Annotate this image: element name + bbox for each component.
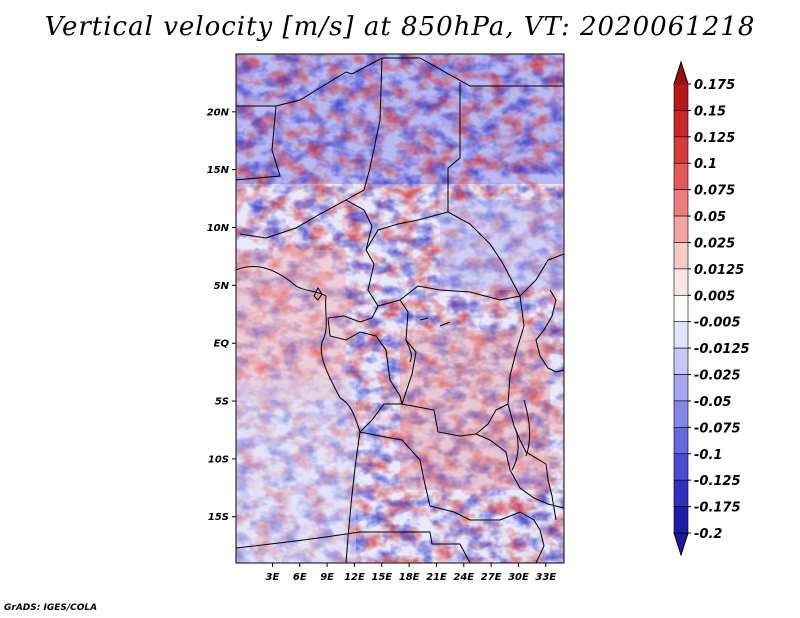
colorbar-top-extension xyxy=(673,60,689,85)
colorbar-swatch xyxy=(673,347,689,375)
colorbar-label: 0.025 xyxy=(694,236,735,251)
colorbar-swatch xyxy=(673,453,689,481)
colorbar-label: 0.075 xyxy=(694,184,735,199)
x-tick-label: 18E xyxy=(399,572,420,583)
map-frame xyxy=(235,53,565,564)
colorbar-label: 0.005 xyxy=(694,289,735,304)
colorbar-swatch xyxy=(673,479,689,507)
x-axis: 3E 6E 9E 12E 15E 18E 21E 24E 27E 30E 33E xyxy=(266,563,556,583)
y-tick-label: 15N xyxy=(207,165,230,176)
colorbar-label: -0.075 xyxy=(694,421,741,436)
colorbar-label: 0.0125 xyxy=(694,263,744,278)
colorbar-swatch xyxy=(673,268,689,296)
y-tick-label: EQ xyxy=(214,339,230,350)
y-tick-label: 10N xyxy=(207,223,230,234)
colorbar-swatch xyxy=(673,506,689,534)
colorbar-swatch xyxy=(673,374,689,402)
x-tick-label: 15E xyxy=(371,572,392,583)
colorbar-label: 0.05 xyxy=(694,210,726,225)
country-borders xyxy=(236,57,564,563)
map-field xyxy=(236,54,564,563)
x-tick-label: 27E xyxy=(481,572,502,583)
x-tick-label: 12E xyxy=(344,572,365,583)
x-tick-label: 21E xyxy=(426,572,447,583)
colorbar-swatch xyxy=(673,242,689,270)
colorbar-label: 0.1 xyxy=(694,157,717,172)
colorbar-label: -0.05 xyxy=(694,395,731,410)
y-axis: 20N 15N 10N 5N EQ 5S 10S 15S xyxy=(207,107,236,523)
colorbar-label: -0.125 xyxy=(694,474,741,489)
colorbar-swatch xyxy=(673,215,689,243)
colorbar-label: -0.175 xyxy=(694,501,741,516)
grads-credit: GrADS: IGES/COLA xyxy=(4,603,98,613)
x-tick-label: 3E xyxy=(266,572,280,583)
y-tick-label: 10S xyxy=(208,454,229,465)
x-tick-label: 33E xyxy=(535,572,556,583)
y-tick-label: 5N xyxy=(214,281,230,292)
x-tick-label: 9E xyxy=(320,572,334,583)
colorbar-label: -0.0125 xyxy=(694,342,750,357)
y-tick-label: 15S xyxy=(208,512,229,523)
colorbar-swatch xyxy=(673,110,689,138)
colorbar-swatch xyxy=(673,400,689,428)
colorbar-label: -0.2 xyxy=(694,527,722,542)
colorbar-top-cap xyxy=(674,83,688,85)
x-tick-label: 30E xyxy=(508,572,529,583)
colorbar-label: 0.175 xyxy=(694,78,735,93)
chart-title: Vertical velocity [m/s] at 850hPa, VT: 2… xyxy=(44,12,756,42)
x-tick-label: 6E xyxy=(293,572,307,583)
x-tick-label: 24E xyxy=(453,572,474,583)
colorbar-swatch xyxy=(673,162,689,190)
colorbar-swatch xyxy=(673,427,689,455)
colorbar-label: -0.005 xyxy=(694,316,741,331)
colorbar-label: -0.025 xyxy=(694,369,741,384)
colorbar: 0.175 0.15 0.125 0.1 0.075 0.05 0.025 0.0125 0.0… xyxy=(673,60,750,557)
colorbar-swatch xyxy=(673,321,689,349)
colorbar-label: 0.125 xyxy=(694,131,735,146)
colorbar-swatch xyxy=(673,83,689,111)
colorbar-swatch xyxy=(673,189,689,217)
y-tick-label: 5S xyxy=(215,397,229,408)
colorbar-swatch xyxy=(673,294,689,323)
colorbar-swatch xyxy=(673,136,689,164)
colorbar-label: 0.15 xyxy=(694,104,726,119)
colorbar-bottom-extension xyxy=(673,532,689,557)
colorbar-label: -0.1 xyxy=(694,448,722,463)
y-tick-label: 20N xyxy=(207,107,230,118)
